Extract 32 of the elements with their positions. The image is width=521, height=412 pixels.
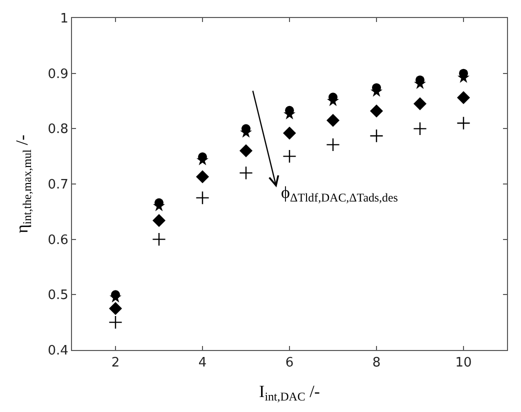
y-tick-label: 0.6 bbox=[48, 232, 68, 248]
point bbox=[414, 97, 426, 110]
x-tick-label: 8 bbox=[372, 356, 381, 371]
x-tick-label: 10 bbox=[455, 356, 472, 371]
point bbox=[240, 144, 252, 158]
point bbox=[282, 149, 296, 164]
point bbox=[152, 214, 166, 228]
x-axis-title: I$_{int,DAC}$ /- bbox=[259, 382, 320, 404]
point bbox=[196, 190, 210, 205]
point bbox=[108, 315, 122, 330]
y-tick-label: 0.5 bbox=[48, 288, 68, 304]
x-tick-label: 6 bbox=[285, 356, 294, 371]
y-tick-label: 0.7 bbox=[48, 178, 68, 193]
point bbox=[326, 114, 340, 127]
point bbox=[326, 138, 340, 152]
point bbox=[196, 170, 209, 184]
x-tick-label: 2 bbox=[111, 356, 120, 371]
y-tick-label: 1 bbox=[60, 12, 68, 27]
y-tick-label: 0.9 bbox=[48, 66, 68, 82]
point bbox=[413, 122, 427, 136]
x-tick-label: 4 bbox=[198, 356, 207, 371]
point bbox=[457, 91, 470, 104]
point bbox=[370, 104, 383, 118]
point bbox=[152, 232, 166, 246]
y-tick-label: 0.4 bbox=[48, 344, 68, 359]
y-tick-label: 0.8 bbox=[48, 122, 68, 138]
annotation: ϕ$_{ΔTldf,DAC,ΔTads,des}$ bbox=[281, 183, 398, 205]
point bbox=[109, 302, 122, 315]
point bbox=[456, 116, 470, 130]
point bbox=[239, 166, 253, 180]
point bbox=[283, 126, 296, 140]
point bbox=[370, 128, 384, 143]
